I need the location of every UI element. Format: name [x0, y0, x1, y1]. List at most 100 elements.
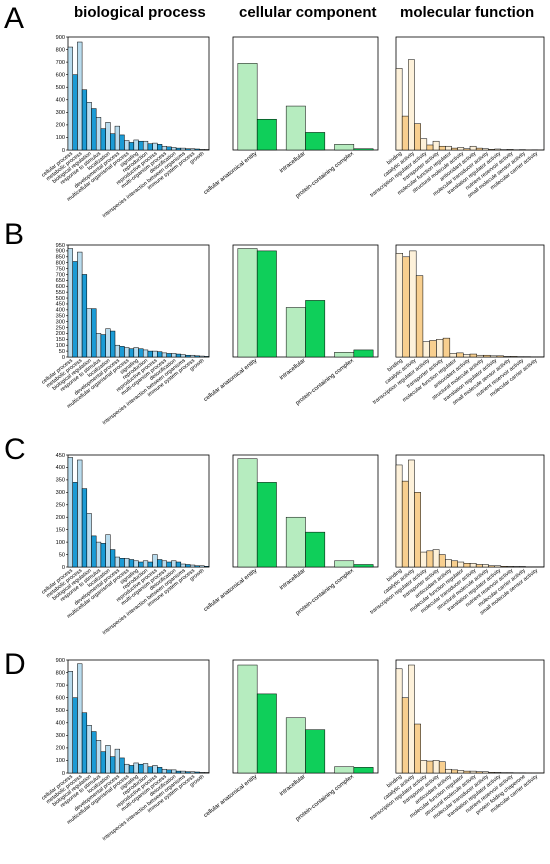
bar: [305, 531, 326, 568]
bar: [110, 756, 116, 774]
bar: [395, 253, 403, 358]
y-tick-label: 300: [56, 490, 65, 496]
bar: [138, 348, 144, 358]
y-tick-label: 300: [56, 319, 65, 325]
y-tick-label: 650: [56, 278, 65, 284]
bar: [334, 352, 355, 358]
y-tick-label: 800: [56, 670, 65, 676]
bar: [237, 458, 258, 568]
bar: [334, 560, 355, 568]
bar: [445, 145, 452, 151]
y-tick-label: 850: [56, 255, 65, 261]
bar: [138, 763, 144, 774]
bar: [457, 770, 465, 774]
bar: [185, 354, 191, 358]
bar: [353, 349, 374, 358]
y-tick-label: 0: [62, 355, 65, 361]
bar: [81, 712, 88, 774]
bar: [180, 147, 186, 151]
bar: [506, 149, 514, 151]
bar: [488, 772, 495, 774]
bar: [194, 355, 200, 358]
bar: [166, 146, 172, 151]
y-tick-label: 100: [56, 540, 65, 546]
bar: [133, 139, 139, 151]
y-tick-label: 950: [56, 243, 65, 249]
bar: [445, 768, 452, 774]
y-tick-label: 800: [56, 47, 65, 53]
bar: [171, 353, 177, 358]
bar: [124, 347, 130, 358]
y-tick-label: 0: [62, 771, 65, 777]
bar: [488, 149, 495, 151]
bar: [256, 250, 277, 358]
bar: [166, 353, 172, 358]
bar: [432, 549, 440, 568]
bar: [285, 105, 306, 151]
bar: [457, 561, 465, 568]
row-label-c: C: [4, 433, 26, 466]
bar: [128, 142, 135, 151]
bar: [67, 46, 73, 151]
bar: [420, 551, 428, 568]
bar: [353, 148, 374, 151]
bar: [157, 144, 163, 151]
bar: [77, 459, 83, 568]
bar: [86, 102, 92, 151]
bar: [237, 664, 258, 774]
bar: [429, 340, 437, 358]
y-tick-label: 200: [56, 746, 65, 752]
bar: [128, 559, 135, 568]
bar: [420, 760, 428, 774]
bar: [194, 565, 200, 568]
bar: [401, 115, 409, 151]
y-tick-label: 750: [56, 266, 65, 272]
bar: [482, 148, 489, 151]
bar: [67, 457, 73, 568]
bar: [395, 68, 403, 151]
bar: [457, 147, 465, 151]
y-tick-label: 600: [56, 72, 65, 78]
bar: [114, 748, 120, 774]
bar: [138, 140, 144, 151]
y-tick-label: 550: [56, 290, 65, 296]
bar: [489, 355, 498, 358]
bar: [67, 248, 73, 358]
bar: [171, 769, 177, 774]
bar: [152, 142, 158, 151]
y-tick-label: 350: [56, 478, 65, 484]
bar: [152, 554, 158, 568]
bar: [199, 149, 205, 151]
bar: [414, 123, 421, 151]
bar: [494, 565, 502, 568]
row-label-a: A: [4, 2, 25, 35]
bar: [194, 771, 200, 774]
bar: [128, 765, 135, 774]
bar: [506, 566, 514, 568]
bar: [494, 148, 502, 151]
bar: [91, 108, 97, 151]
bar: [463, 354, 471, 358]
bar: [353, 767, 374, 774]
bar: [199, 355, 205, 358]
bar: [133, 347, 139, 358]
y-tick-label: 250: [56, 503, 65, 509]
y-tick-label: 700: [56, 60, 65, 66]
y-tick-label: 500: [56, 708, 65, 714]
y-tick-label: 200: [56, 123, 65, 129]
bar: [67, 671, 73, 774]
bar: [86, 513, 92, 568]
bar: [445, 559, 452, 568]
category-label: intracellular: [279, 358, 307, 382]
bar: [426, 760, 434, 774]
header-cellular-component: cellular component: [239, 4, 377, 21]
bar: [147, 766, 153, 774]
bar: [194, 148, 200, 151]
bar: [414, 492, 421, 568]
bar: [171, 560, 177, 568]
bar: [72, 261, 78, 358]
bar: [482, 771, 489, 774]
bar: [408, 664, 415, 774]
bar: [482, 564, 489, 568]
bar: [438, 554, 446, 568]
